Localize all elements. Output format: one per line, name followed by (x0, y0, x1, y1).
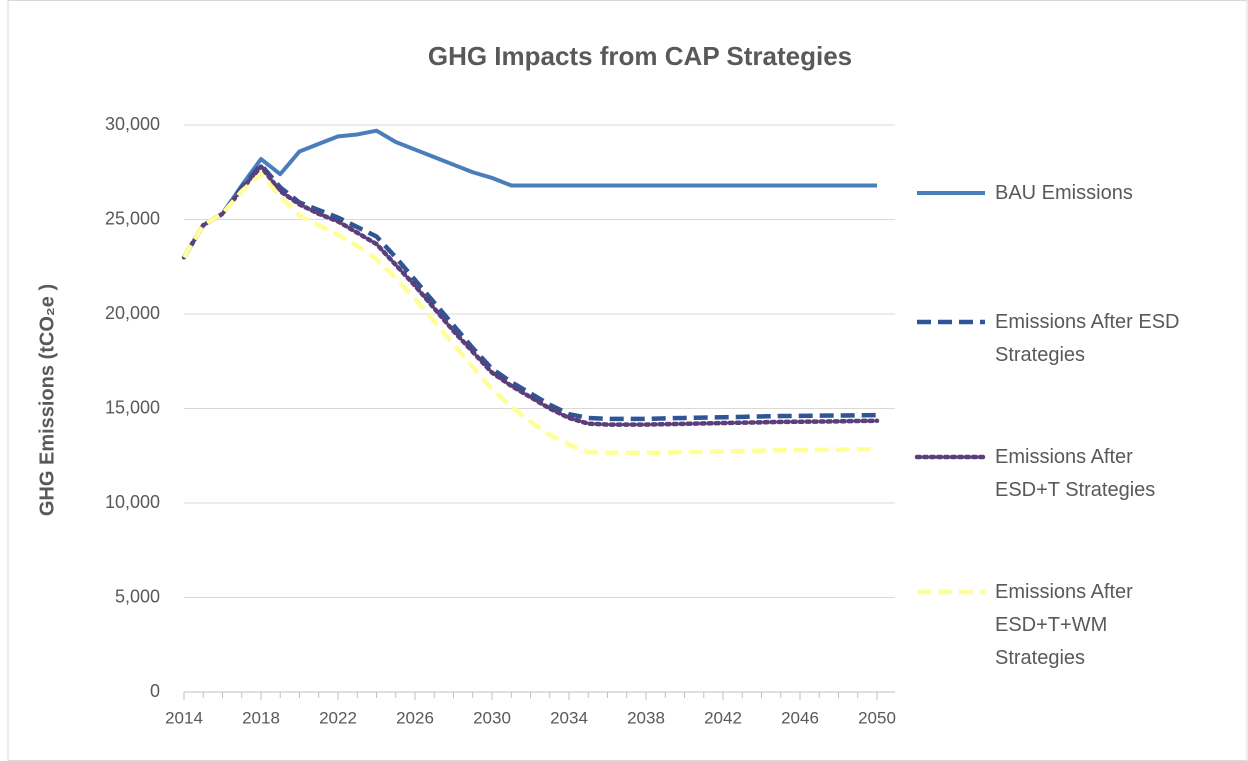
y-tick-label: 30,000 (105, 114, 160, 134)
x-tick-label: 2026 (396, 708, 434, 727)
y-tick-label: 15,000 (105, 397, 160, 417)
y-tick-label: 20,000 (105, 303, 160, 323)
x-tick-label: 2018 (242, 708, 280, 727)
series-line (182, 171, 878, 456)
x-tick-label: 2014 (165, 708, 203, 727)
x-tick-label: 2034 (550, 708, 588, 727)
legend-label: Emissions After ESD+T+WM Strategies (995, 580, 1133, 669)
y-tick-label: 25,000 (105, 208, 160, 228)
series-line (181, 164, 880, 427)
legend-label: Emissions After ESD+T Strategies (995, 445, 1156, 501)
x-tick-label: 2030 (473, 708, 511, 727)
x-tick-label: 2046 (781, 708, 819, 727)
y-tick-label: 10,000 (105, 492, 160, 512)
y-tick-label: 5,000 (115, 586, 160, 606)
x-tick-label: 2022 (319, 708, 357, 727)
legend-label: BAU Emissions (995, 181, 1133, 204)
y-axis-label: GHG Emissions (tCO₂e ) (36, 284, 58, 516)
legend-label: Emissions After ESD Strategies (995, 310, 1180, 366)
x-tick-label: 2042 (704, 708, 742, 727)
y-tick-label: 0 (150, 681, 160, 701)
chart-title: GHG Impacts from CAP Strategies (428, 41, 852, 71)
x-tick-label: 2038 (627, 708, 665, 727)
series-line (182, 128, 877, 259)
x-tick-label: 2050 (858, 708, 896, 727)
